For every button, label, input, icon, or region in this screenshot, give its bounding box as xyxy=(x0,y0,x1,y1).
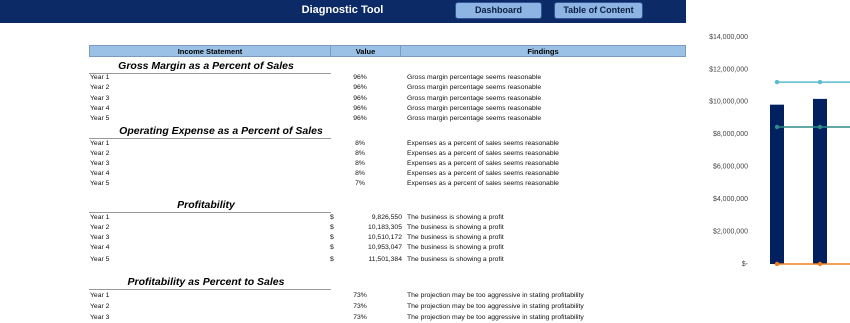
y-tick-label: $6,000,000 xyxy=(713,164,748,171)
row-label: Year 4 xyxy=(90,244,110,251)
section-title: Profitability xyxy=(177,199,235,211)
currency-sign: $ xyxy=(330,244,334,251)
y-tick-label: $2,000,000 xyxy=(713,228,748,235)
line-point xyxy=(774,261,780,267)
row-finding: The business is showing a profit xyxy=(407,224,504,231)
row-finding: The projection may be too aggressive in … xyxy=(407,314,584,321)
row-label: Year 2 xyxy=(90,84,110,91)
row-value: 73% xyxy=(353,292,367,299)
row-label: Year 4 xyxy=(90,170,110,177)
row-label: Year 2 xyxy=(90,303,110,310)
row-label: Year 2 xyxy=(90,224,110,231)
row-finding: Expenses as a percent of sales seems rea… xyxy=(407,140,559,147)
row-finding: Expenses as a percent of sales seems rea… xyxy=(407,160,559,167)
row-finding: The projection may be too aggressive in … xyxy=(407,292,584,299)
column-header: Value xyxy=(330,45,401,57)
row-value: 73% xyxy=(353,303,367,310)
row-value: 8% xyxy=(355,150,365,157)
section-rule xyxy=(89,73,331,74)
row-finding: Gross margin percentage seems reasonable xyxy=(407,74,542,81)
row-finding: Gross margin percentage seems reasonable xyxy=(407,95,542,102)
row-value: 7% xyxy=(355,180,365,187)
line-point xyxy=(817,261,823,267)
row-label: Year 5 xyxy=(90,256,110,263)
y-tick-label: $8,000,000 xyxy=(713,131,748,138)
row-value: 96% xyxy=(353,74,367,81)
row-finding: Gross margin percentage seems reasonable xyxy=(407,115,542,122)
line-point xyxy=(774,79,780,85)
row-label: Year 3 xyxy=(90,160,110,167)
row-value: 10,183,305 xyxy=(367,224,402,231)
currency-sign: $ xyxy=(330,214,334,221)
row-value: 11,501,384 xyxy=(368,256,402,263)
row-label: Year 2 xyxy=(90,150,110,157)
header-title: Diagnostic Tool xyxy=(301,4,384,16)
row-value: 10,953,047 xyxy=(367,244,402,251)
section-rule xyxy=(89,212,331,213)
bar xyxy=(770,104,784,264)
header-bar: Diagnostic Tool Dashboard Table of Conte… xyxy=(0,0,686,23)
section-title: Operating Expense as a Percent of Sales xyxy=(119,125,323,137)
row-value: 96% xyxy=(353,84,367,91)
chart: $- $2,000,000 $4,000,000 $6,000,000 $8,000,0… xyxy=(709,34,850,268)
row-label: Year 3 xyxy=(90,234,110,241)
line-point xyxy=(817,79,823,85)
toc-button[interactable]: Table of Content xyxy=(554,2,643,19)
row-label: Year 3 xyxy=(90,95,110,102)
section-title: Profitability as Percent to Sales xyxy=(127,276,285,288)
line-point xyxy=(774,124,780,130)
row-label: Year 1 xyxy=(90,140,110,147)
row-finding: Expenses as a percent of sales seems rea… xyxy=(407,170,559,177)
row-value: 8% xyxy=(355,160,365,167)
row-label: Year 4 xyxy=(90,105,110,112)
column-header: Findings xyxy=(400,45,686,57)
dashboard-button[interactable]: Dashboard xyxy=(455,2,542,19)
row-label: Year 5 xyxy=(90,180,110,187)
row-value: 8% xyxy=(355,170,365,177)
row-finding: Gross margin percentage seems reasonable xyxy=(407,84,542,91)
row-value: 96% xyxy=(353,115,367,122)
row-finding: Expenses as a percent of sales seems rea… xyxy=(407,180,559,187)
y-tick-label: $14,000,000 xyxy=(709,34,748,41)
section-rule xyxy=(89,289,331,290)
row-value: 96% xyxy=(353,95,367,102)
row-finding: Gross margin percentage seems reasonable xyxy=(407,105,542,112)
section-title: Gross Margin as a Percent of Sales xyxy=(118,60,294,72)
row-label: Year 3 xyxy=(90,314,110,321)
currency-sign: $ xyxy=(330,224,334,231)
y-tick-label: $4,000,000 xyxy=(713,196,748,203)
column-header: Income Statement xyxy=(89,45,331,57)
y-tick-label: $12,000,000 xyxy=(709,66,748,73)
row-label: Year 1 xyxy=(90,214,110,221)
y-tick-label: $- xyxy=(742,261,749,268)
row-label: Year 1 xyxy=(90,74,110,81)
row-value: 8% xyxy=(355,140,365,147)
currency-sign: $ xyxy=(330,256,334,263)
line-point xyxy=(817,124,823,130)
row-finding: Expenses as a percent of sales seems rea… xyxy=(407,150,559,157)
row-finding: The business is showing a profit xyxy=(407,234,504,241)
row-value: 73% xyxy=(353,314,367,321)
row-value: 10,510,172 xyxy=(367,234,402,241)
row-label: Year 1 xyxy=(90,292,110,299)
y-tick-label: $10,000,000 xyxy=(709,99,748,106)
currency-sign: $ xyxy=(330,234,334,241)
row-finding: The projection may be too aggressive in … xyxy=(407,303,584,310)
section-rule xyxy=(89,138,331,139)
bar xyxy=(813,98,827,265)
row-value: 96% xyxy=(353,105,367,112)
row-finding: The business is showing a profit xyxy=(407,244,504,251)
row-finding: The business is showing a profit xyxy=(407,214,504,221)
row-label: Year 5 xyxy=(90,115,110,122)
row-finding: The business is showing a profit xyxy=(407,256,504,263)
row-value: 9,826,550 xyxy=(371,214,402,221)
